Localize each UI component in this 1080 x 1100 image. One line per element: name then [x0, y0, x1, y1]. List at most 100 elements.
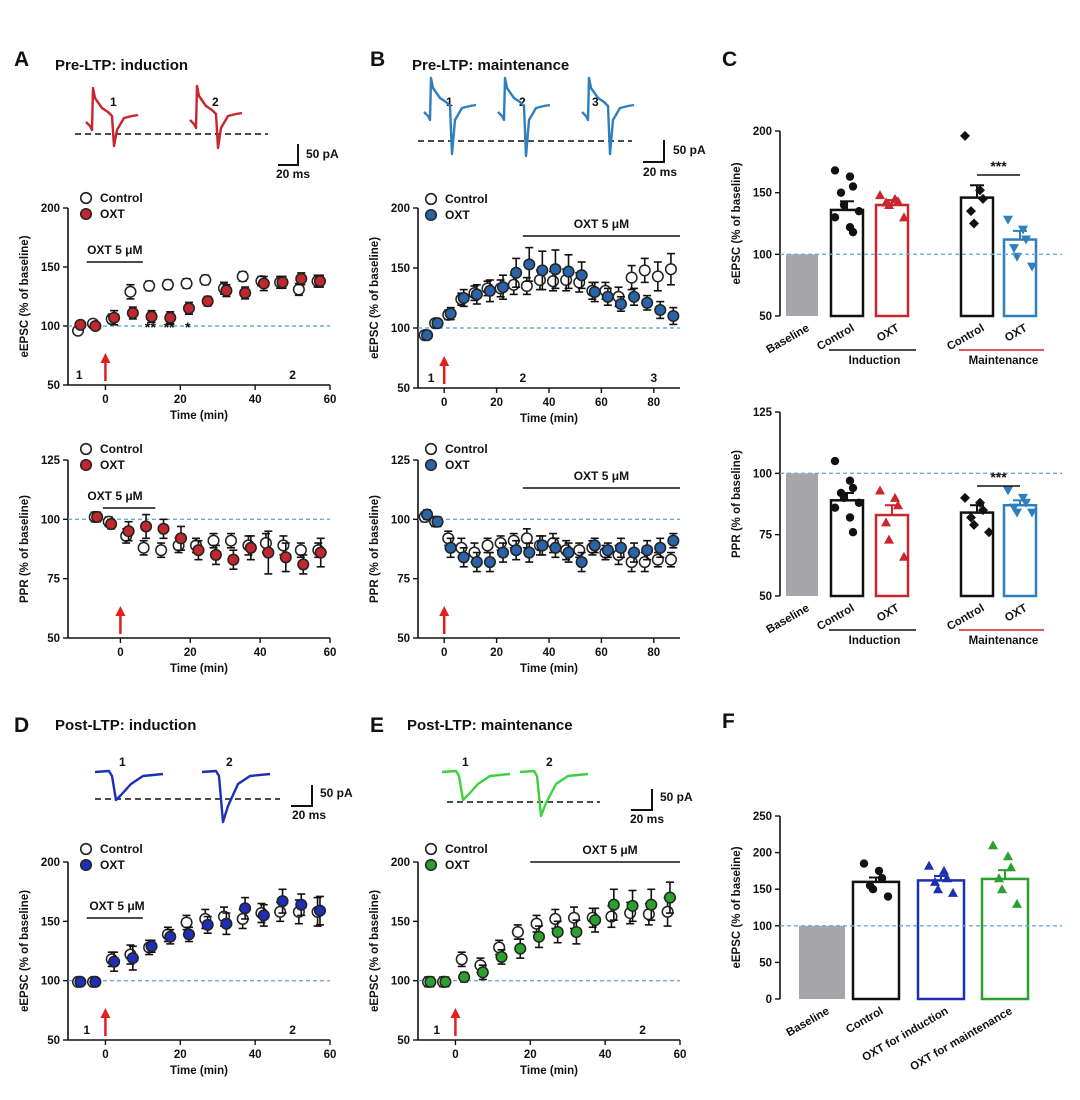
- data-point: [224, 534, 238, 547]
- data-point: [1018, 225, 1028, 235]
- x-axis-title: Time (min): [520, 413, 578, 425]
- data-point: [274, 905, 287, 918]
- data-point: [551, 925, 564, 939]
- data-point: [262, 546, 275, 559]
- x-tick-label: 40: [249, 394, 262, 406]
- trace-B-label-1: 1: [446, 95, 453, 109]
- data-point: [984, 527, 994, 538]
- data-point: [601, 290, 614, 303]
- trace-B-2: [497, 76, 551, 158]
- data-point: [1021, 235, 1031, 245]
- y-tick-label: 50: [397, 383, 410, 395]
- data-point: [627, 290, 641, 303]
- data-point: [108, 311, 121, 324]
- data-point: [201, 295, 214, 308]
- scalebar-D-amp: 50 pA: [320, 786, 353, 800]
- legend-control-label: Control: [100, 842, 143, 856]
- panel-D-title: Post-LTP: induction: [55, 717, 196, 734]
- bar-4: [1002, 503, 1038, 598]
- data-point: [1009, 503, 1019, 513]
- category-label: OXT: [1003, 602, 1029, 624]
- data-point: [1006, 862, 1016, 872]
- x-tick-label: 60: [674, 1049, 687, 1061]
- data-point: [836, 188, 846, 197]
- data-point: [108, 955, 121, 968]
- x-tick-label: 0: [452, 1049, 458, 1061]
- data-point: [470, 288, 483, 301]
- y-axis-title: PPR (% of baseline): [731, 450, 743, 558]
- scalebar-E: [631, 789, 653, 811]
- data-point: [588, 285, 601, 299]
- trace-E-2: [519, 769, 589, 818]
- arrow-head: [100, 1008, 111, 1018]
- significance-stars: ***: [990, 469, 1007, 485]
- y-tick-label: 75: [759, 530, 772, 542]
- data-point: [641, 544, 654, 557]
- data-point: [520, 532, 533, 545]
- data-point: [161, 278, 174, 291]
- arrow-head: [115, 606, 126, 616]
- category-label: OXT for maintenance: [908, 1005, 1014, 1073]
- data-point: [207, 534, 220, 547]
- data-point: [514, 942, 527, 955]
- drug-label: OXT 5 μM: [574, 217, 629, 231]
- trace-D-label-2: 2: [226, 755, 233, 769]
- data-point: [651, 270, 664, 283]
- data-point: [575, 556, 588, 569]
- trace-A-label-2: 2: [212, 95, 219, 109]
- bar-2: [916, 879, 966, 1001]
- data-point: [164, 311, 177, 324]
- trace-B-label-3: 3: [592, 95, 599, 109]
- data-point: [180, 277, 193, 290]
- panel-E-title: Post-LTP: maintenance: [407, 717, 573, 734]
- data-point: [859, 859, 869, 868]
- y-tick-label: 100: [41, 976, 60, 988]
- data-point: [89, 975, 102, 988]
- trace-A-label-1: 1: [110, 95, 117, 109]
- data-point: [1009, 244, 1019, 254]
- category-label: Baseline: [765, 602, 812, 636]
- time-marker-1: 1: [433, 1023, 440, 1037]
- data-point: [439, 975, 452, 988]
- y-tick-label: 200: [391, 203, 410, 215]
- scalebar-D: [291, 785, 313, 807]
- x-axis-title: Time (min): [520, 663, 578, 675]
- data-point: [276, 276, 289, 289]
- data-point: [295, 898, 308, 911]
- time-marker-2: 2: [639, 1023, 646, 1037]
- legend-oxt-label: OXT: [445, 858, 470, 872]
- data-point: [470, 556, 483, 569]
- y-tick-label: 150: [391, 263, 410, 275]
- data-point: [848, 528, 858, 537]
- scalebar-B-time: 20 ms: [643, 165, 677, 179]
- data-point: [536, 539, 549, 552]
- data-point: [126, 306, 139, 320]
- scalebar-E-amp: 50 pA: [660, 790, 693, 804]
- data-point: [294, 544, 307, 557]
- data-point: [457, 551, 470, 564]
- x-tick-label: 60: [595, 397, 608, 409]
- data-point: [145, 310, 158, 323]
- scalebar-E-time: 20 ms: [630, 812, 664, 826]
- data-point: [573, 544, 586, 557]
- y-tick-label: 200: [41, 857, 60, 869]
- legend-control-label: Control: [100, 442, 143, 456]
- trace-D-1: [94, 769, 164, 802]
- bar-2: [874, 203, 910, 318]
- data-point: [276, 895, 289, 908]
- data-point: [140, 520, 153, 533]
- data-point: [899, 212, 909, 222]
- data-point: [654, 541, 667, 554]
- trace-insets: [75, 76, 665, 824]
- legend-oxt-label: OXT: [100, 458, 125, 472]
- data-point: [421, 508, 434, 521]
- series-oxt: [74, 272, 327, 333]
- data-point: [496, 546, 510, 559]
- data-point: [664, 263, 677, 276]
- bar-baseline: [799, 925, 845, 999]
- data-point: [874, 866, 884, 876]
- x-tick-label: 0: [441, 647, 447, 659]
- data-point: [431, 317, 444, 330]
- data-point: [182, 928, 196, 941]
